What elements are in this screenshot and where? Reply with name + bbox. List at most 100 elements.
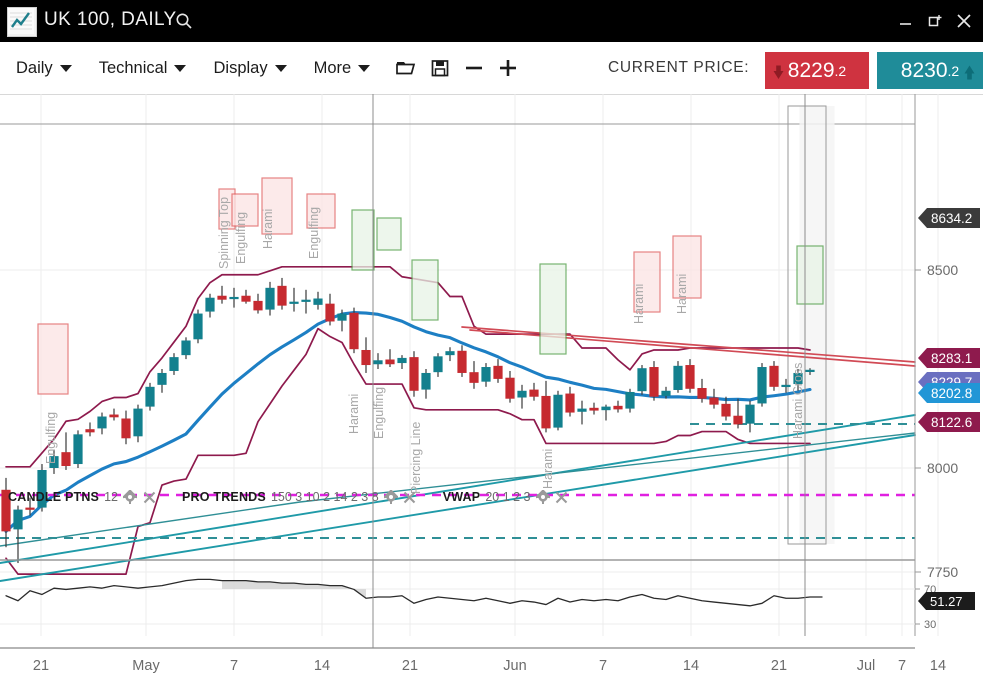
close-icon[interactable] xyxy=(951,8,977,34)
current-price-label: CURRENT PRICE: xyxy=(608,59,750,76)
close-icon[interactable] xyxy=(555,490,569,504)
candle-body xyxy=(49,456,59,468)
candle-body xyxy=(697,388,707,399)
date-tick-label: Jul xyxy=(857,658,876,674)
zoom-out-icon[interactable] xyxy=(457,42,491,94)
date-tick-label: 7 xyxy=(898,658,906,674)
bollinger-upper-line xyxy=(5,265,811,468)
ask-price-button[interactable]: 8230.2 xyxy=(877,52,983,89)
indicator-pro-trends[interactable]: PRO TRENDS 150 3 10 2 14 2 3 8 xyxy=(182,490,417,504)
candle-body xyxy=(25,507,35,510)
gear-icon[interactable] xyxy=(535,490,550,504)
pattern-box-bullish[interactable] xyxy=(376,217,402,251)
date-tick-label: 14 xyxy=(930,658,946,674)
candle-body xyxy=(109,414,119,418)
resistance-marker[interactable] xyxy=(918,348,980,368)
candle-body xyxy=(625,391,635,409)
pattern-label: Harami xyxy=(261,209,275,249)
candle-body xyxy=(577,408,587,412)
ask-price-value: 8230 xyxy=(900,58,948,82)
restore-window-icon[interactable] xyxy=(922,8,948,34)
candle-body xyxy=(121,418,131,439)
indicator-vwap[interactable]: VWAP 20 1 2 3 xyxy=(443,490,569,504)
candle-body xyxy=(397,357,407,364)
support-marker[interactable] xyxy=(918,412,980,432)
chevron-down-icon xyxy=(274,64,287,72)
indicator-name: VWAP xyxy=(442,490,481,504)
menu-daily[interactable]: Daily xyxy=(5,42,83,94)
pattern-box-bullish[interactable] xyxy=(539,263,567,355)
bid-price-button[interactable]: 8229.2 xyxy=(765,52,869,89)
bid-price-value: 8229 xyxy=(787,58,835,82)
indicator-name: PRO TRENDS xyxy=(182,490,266,504)
candle-body xyxy=(349,312,359,350)
candle-body xyxy=(301,299,311,302)
indicator-candle-ptns[interactable]: CANDLE PTNS 12 xyxy=(8,490,156,504)
candle-body xyxy=(13,509,23,530)
title-bar: UK 100, DAILY xyxy=(0,0,983,42)
gear-icon[interactable] xyxy=(383,490,398,504)
pattern-box-bearish[interactable] xyxy=(231,193,259,227)
close-icon[interactable] xyxy=(142,490,156,504)
pattern-box-bullish[interactable] xyxy=(351,209,375,271)
candle-body xyxy=(661,390,671,396)
candle-body xyxy=(169,357,179,371)
candle-body xyxy=(613,405,623,410)
pattern-box-bullish[interactable] xyxy=(411,259,439,321)
pattern-label: Engulfing xyxy=(44,412,58,464)
pattern-box-bearish[interactable] xyxy=(306,193,336,229)
pattern-box-bullish[interactable] xyxy=(796,245,824,305)
pattern-box-bearish[interactable] xyxy=(37,323,69,395)
menu-more[interactable]: More xyxy=(303,42,382,94)
pattern-box-bearish[interactable] xyxy=(633,251,661,313)
search-icon[interactable] xyxy=(175,12,193,30)
candle-body xyxy=(361,349,371,366)
high-marker[interactable] xyxy=(918,208,980,228)
candle-body xyxy=(73,434,83,465)
candle-body xyxy=(385,359,395,365)
vwap-extra-line xyxy=(0,432,916,547)
close-icon[interactable] xyxy=(403,490,417,504)
candle-body xyxy=(457,350,467,373)
line-chart-icon xyxy=(7,7,37,37)
candle-body xyxy=(181,340,191,356)
price-chart[interactable]: Engulfing Spinning Top Engulfing Harami Engu… xyxy=(0,94,983,676)
vwap-marker[interactable] xyxy=(918,383,980,403)
candle-body xyxy=(757,367,767,404)
open-folder-icon[interactable] xyxy=(389,42,423,94)
menu-daily-label: Daily xyxy=(16,58,53,77)
date-tick-label: 14 xyxy=(683,658,699,674)
rsi-value-tag[interactable] xyxy=(918,592,975,610)
candle-body xyxy=(337,313,347,321)
indicator-params: 12 xyxy=(104,490,118,504)
save-icon[interactable] xyxy=(423,42,457,94)
menu-display-label: Display xyxy=(213,58,268,77)
bid-price-decimals: .2 xyxy=(834,62,847,79)
candle-body xyxy=(673,365,683,390)
candle-body xyxy=(721,403,731,417)
menu-display[interactable]: Display xyxy=(202,42,297,94)
candle-body xyxy=(553,394,563,428)
pattern-box-bearish[interactable] xyxy=(261,177,293,235)
gear-icon[interactable] xyxy=(123,490,137,504)
zoom-in-icon[interactable] xyxy=(491,42,525,94)
candle-body xyxy=(493,365,503,379)
pattern-label: Harami xyxy=(541,449,555,489)
candle-body xyxy=(637,368,647,392)
candle-body xyxy=(145,386,155,407)
candle-body xyxy=(649,367,659,397)
candle-body xyxy=(433,356,443,373)
vwap-band-lower-line xyxy=(0,434,916,582)
price-tick-label: 8000 xyxy=(927,460,958,476)
resistance-marker-label: 8283.1 xyxy=(931,351,972,366)
menu-technical[interactable]: Technical xyxy=(88,42,198,94)
date-tick-label: 7 xyxy=(599,658,607,674)
minimize-icon[interactable] xyxy=(893,8,919,34)
pattern-box-bearish[interactable] xyxy=(672,235,702,299)
selection-border[interactable] xyxy=(787,105,827,545)
candle-body xyxy=(277,285,287,306)
date-tick-label: 21 xyxy=(771,658,787,674)
candle-body xyxy=(289,301,299,304)
vwap-marker-label: 8202.8 xyxy=(931,386,972,401)
date-tick-label: 7 xyxy=(230,658,238,674)
